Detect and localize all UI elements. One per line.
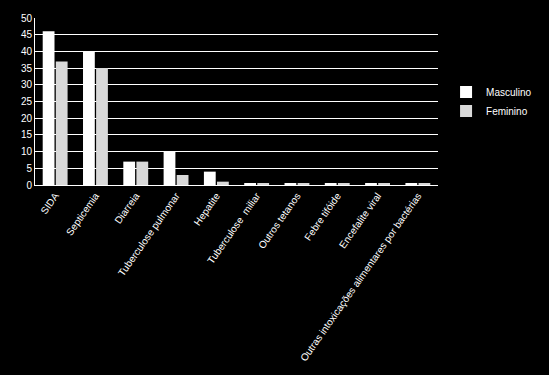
svg-text:15: 15	[21, 129, 33, 140]
svg-text:Septicemia: Septicemia	[64, 190, 102, 237]
svg-text:Masculino: Masculino	[486, 87, 531, 98]
svg-text:Tuberculose pulmonar: Tuberculose pulmonar	[116, 190, 182, 278]
svg-text:10: 10	[21, 146, 33, 157]
svg-text:0: 0	[26, 180, 32, 191]
svg-text:Encefalite viral: Encefalite viral	[337, 191, 383, 251]
svg-text:25: 25	[21, 96, 33, 107]
svg-text:5: 5	[26, 163, 32, 174]
svg-text:35: 35	[21, 63, 33, 74]
svg-text:50: 50	[21, 13, 33, 24]
svg-text:Hepatite: Hepatite	[192, 190, 223, 227]
svg-text:Diarreia: Diarreia	[112, 190, 141, 225]
svg-text:45: 45	[21, 29, 33, 40]
svg-text:Outros tetanos: Outros tetanos	[256, 191, 303, 251]
svg-text:Outras intoxicações alimentare: Outras intoxicações alimentares por bact…	[298, 191, 423, 363]
svg-text:40: 40	[21, 46, 33, 57]
svg-text:Feminino: Feminino	[486, 106, 528, 117]
svg-text:Febre tifóide: Febre tifóide	[302, 190, 343, 242]
svg-text:SIDA: SIDA	[38, 190, 61, 216]
svg-text:20: 20	[21, 113, 33, 124]
svg-text:30: 30	[21, 79, 33, 90]
svg-text:Tuberculose miliar: Tuberculose miliar	[205, 190, 263, 266]
